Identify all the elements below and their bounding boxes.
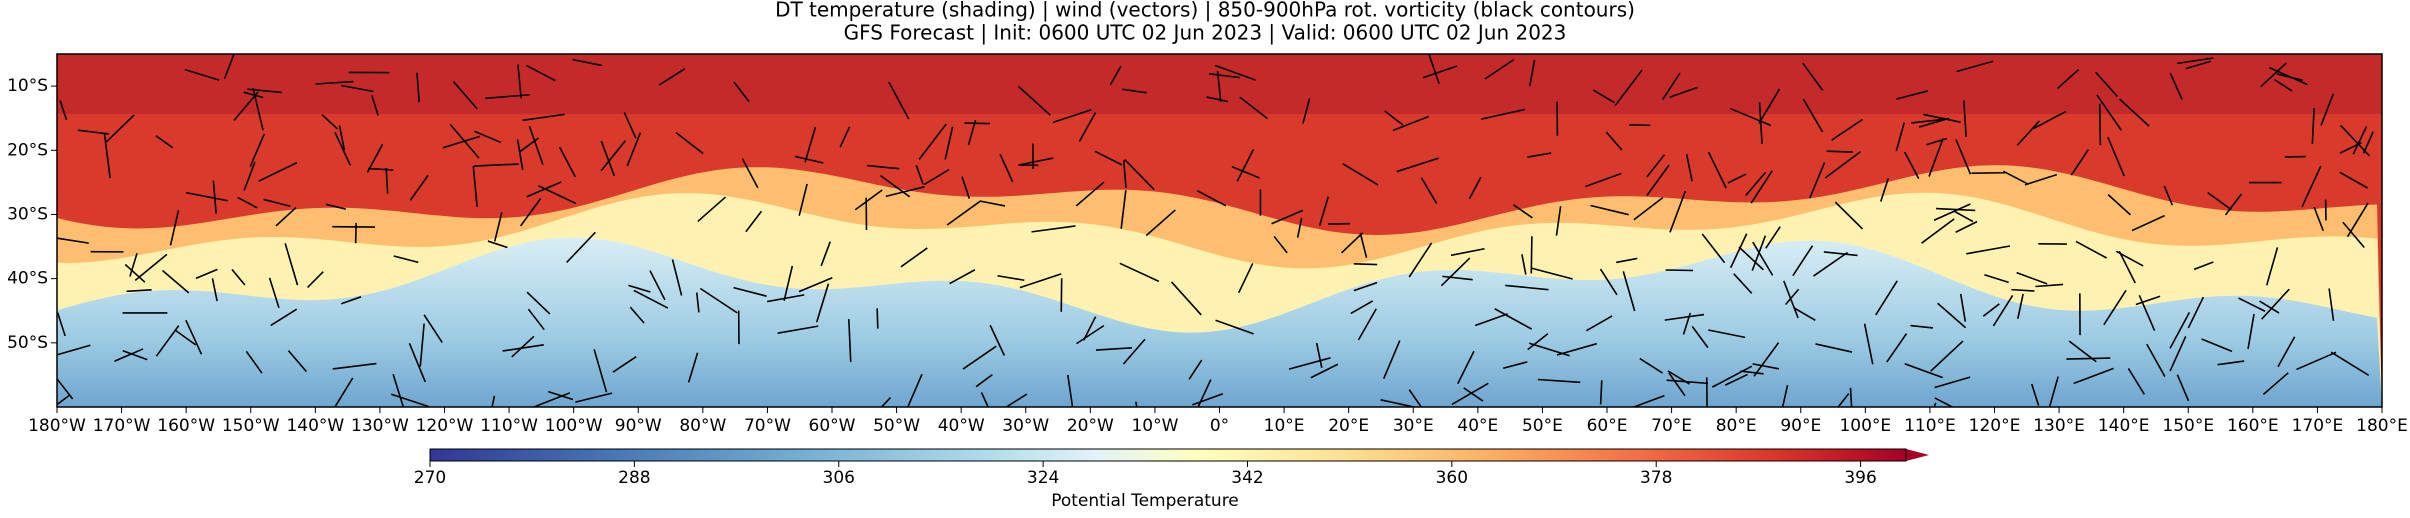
x-tick-label: 40°W (938, 416, 985, 436)
y-tick-label: 50°S (7, 333, 48, 353)
x-tick-label: 170°W (93, 416, 151, 436)
colorbar-tick-label: 378 (1640, 468, 1672, 488)
x-tick-label: 180°W (28, 416, 86, 436)
x-tick-label: 50°W (873, 416, 920, 436)
x-tick-label: 70°E (1651, 416, 1692, 436)
x-tick-label: 140°W (286, 416, 344, 436)
y-tick-label: 10°S (7, 76, 48, 96)
colorbar-tick-label: 270 (414, 468, 446, 488)
x-tick-label: 150°E (2162, 416, 2214, 436)
y-tick-label: 40°S (7, 269, 48, 289)
wind-barb (877, 308, 878, 328)
x-tick-label: 100°W (545, 416, 603, 436)
x-tick-label: 10°W (1131, 416, 1178, 436)
x-tick-label: 90°E (1780, 416, 1821, 436)
map (40, 54, 2382, 436)
x-tick-label: 60°W (809, 416, 856, 436)
y-tick-label: 30°S (7, 204, 48, 224)
x-tick-label: 110°E (1904, 416, 1956, 436)
title: DT temperature (shading) | wind (vectors… (775, 0, 1635, 22)
x-tick-label: 60°E (1587, 416, 1628, 436)
wind-barb (1354, 264, 1377, 265)
x-tick-label: 130°W (351, 416, 409, 436)
subtitle: GFS Forecast | Init: 0600 UTC 02 Jun 202… (844, 21, 1567, 45)
colorbar-tick-label: 342 (1231, 468, 1263, 488)
x-tick-label: 0° (1210, 416, 1229, 436)
x-tick-label: 140°E (2098, 416, 2150, 436)
x-tick-label: 80°W (679, 416, 726, 436)
x-tick-label: 110°W (480, 416, 538, 436)
y-tick-label: 20°S (7, 140, 48, 160)
x-tick-label: 130°E (2033, 416, 2085, 436)
x-tick-label: 70°W (744, 416, 791, 436)
x-tick-label: 160°W (157, 416, 215, 436)
x-tick-label: 20°W (1067, 416, 1114, 436)
colorbar-tick-label: 324 (1027, 468, 1059, 488)
x-tick-label: 40°E (1457, 416, 1498, 436)
colorbar-tick-label: 288 (618, 468, 650, 488)
x-tick-label: 180°E (2356, 416, 2408, 436)
wind-barb (2100, 104, 2101, 145)
x-tick-label: 10°E (1264, 416, 1305, 436)
x-tick-label: 120°W (416, 416, 474, 436)
colorbar-label: Potential Temperature (1051, 491, 1239, 511)
colorbar-tick-label: 396 (1844, 468, 1876, 488)
wind-barb (1827, 151, 1853, 152)
x-tick-label: 170°E (2292, 416, 2344, 436)
wind-barb (356, 223, 357, 243)
x-tick-label: 90°W (615, 416, 662, 436)
colorbar (430, 449, 1906, 461)
colorbar-extend (1906, 449, 1929, 461)
wind-barb (2066, 358, 2110, 359)
wind-barb (965, 123, 990, 124)
x-tick-label: 160°E (2227, 416, 2279, 436)
colorbar-tick-label: 360 (1436, 468, 1468, 488)
x-tick-label: 30°W (1002, 416, 1049, 436)
x-tick-label: 20°E (1328, 416, 1369, 436)
colorbar-tick-label: 306 (823, 468, 855, 488)
x-tick-label: 50°E (1522, 416, 1563, 436)
x-tick-label: 30°E (1393, 416, 1434, 436)
wind-barb (1601, 380, 1602, 404)
x-tick-label: 150°W (222, 416, 280, 436)
x-tick-label: 80°E (1716, 416, 1757, 436)
x-tick-label: 120°E (1969, 416, 2021, 436)
x-tick-label: 100°E (1839, 416, 1891, 436)
